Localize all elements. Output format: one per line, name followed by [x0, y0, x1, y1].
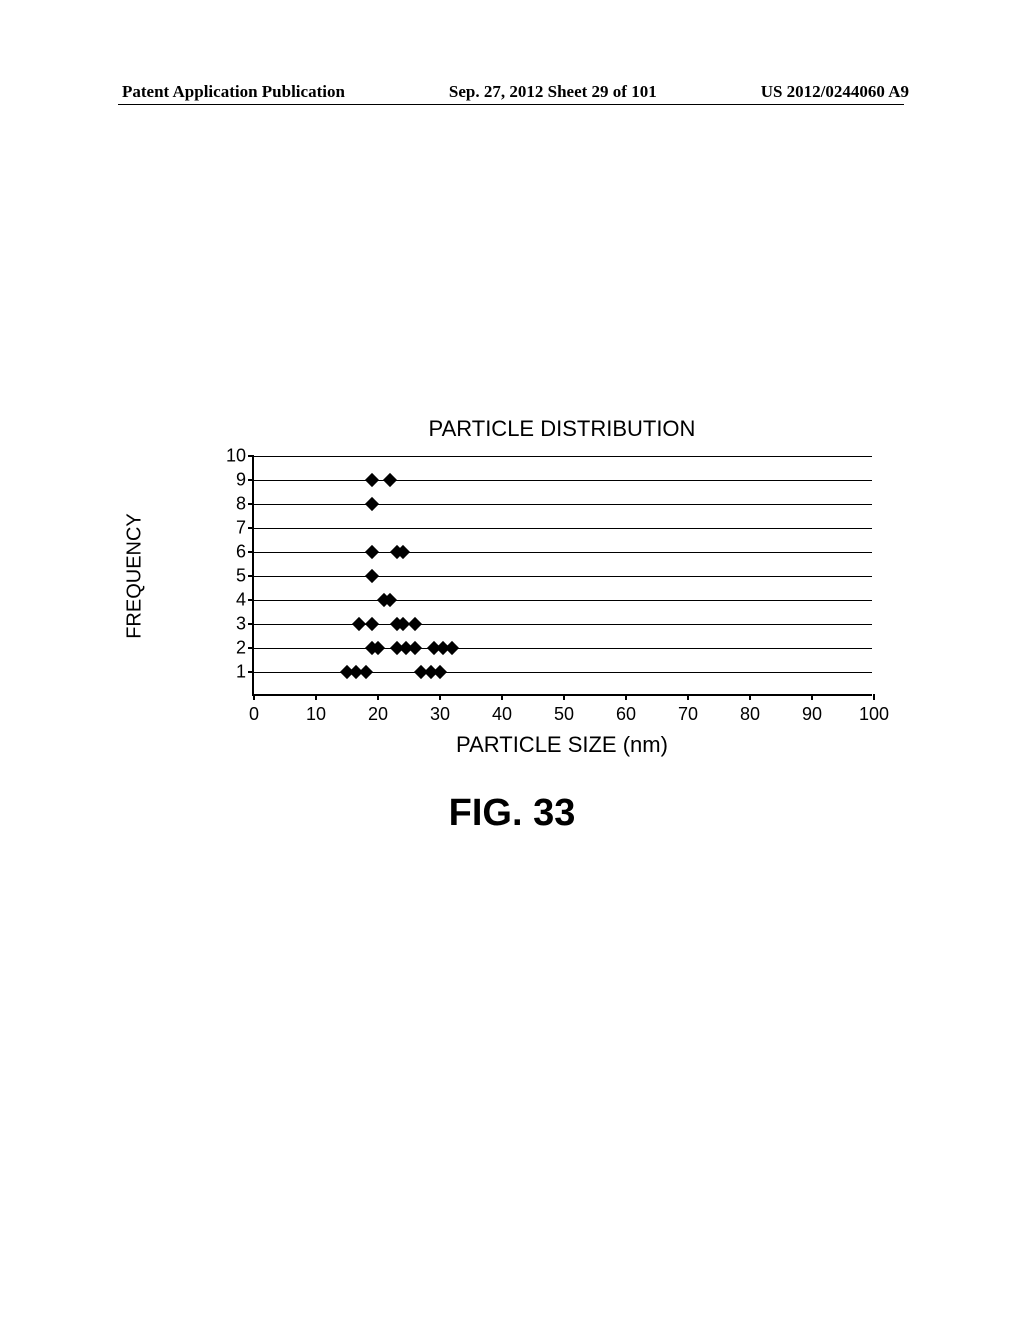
gridline [254, 624, 872, 625]
x-tick-label: 70 [678, 704, 698, 725]
y-tick [248, 647, 254, 649]
chart-title: PARTICLE DISTRIBUTION [252, 416, 872, 442]
gridline [254, 600, 872, 601]
data-marker [365, 497, 379, 511]
y-tick [248, 599, 254, 601]
x-tick-label: 60 [616, 704, 636, 725]
y-tick [248, 503, 254, 505]
data-marker [359, 665, 373, 679]
x-tick-label: 40 [492, 704, 512, 725]
y-tick-label: 10 [216, 446, 246, 467]
data-marker [365, 473, 379, 487]
y-tick [248, 527, 254, 529]
y-tick-label: 6 [216, 542, 246, 563]
x-tick [501, 694, 503, 700]
particle-distribution-chart: PARTICLE DISTRIBUTION FREQUENCY 01020304… [132, 416, 872, 758]
x-tick [687, 694, 689, 700]
x-tick-label: 30 [430, 704, 450, 725]
gridline [254, 552, 872, 553]
data-marker [365, 617, 379, 631]
x-tick-label: 100 [859, 704, 889, 725]
y-axis-label: FREQUENCY [123, 513, 146, 639]
y-tick-label: 1 [216, 662, 246, 683]
header-rule [118, 104, 904, 105]
plot-area: 010203040506070809010012345678910 [252, 456, 872, 696]
x-tick-label: 90 [802, 704, 822, 725]
x-tick [439, 694, 441, 700]
x-tick [377, 694, 379, 700]
x-tick [253, 694, 255, 700]
y-tick [248, 455, 254, 457]
y-tick [248, 479, 254, 481]
x-tick-label: 0 [249, 704, 259, 725]
data-marker [365, 569, 379, 583]
header-left: Patent Application Publication [122, 82, 345, 102]
y-tick [248, 575, 254, 577]
gridline [254, 480, 872, 481]
data-marker [365, 545, 379, 559]
x-tick [563, 694, 565, 700]
y-tick [248, 671, 254, 673]
gridline [254, 504, 872, 505]
x-tick-label: 20 [368, 704, 388, 725]
figure-caption: FIG. 33 [0, 792, 1024, 835]
x-tick [625, 694, 627, 700]
y-tick-label: 9 [216, 470, 246, 491]
y-tick-label: 5 [216, 566, 246, 587]
y-tick-label: 4 [216, 590, 246, 611]
x-tick [873, 694, 875, 700]
x-tick-label: 50 [554, 704, 574, 725]
data-marker [433, 665, 447, 679]
header-right: US 2012/0244060 A9 [761, 82, 909, 102]
data-marker [408, 617, 422, 631]
page-header: Patent Application Publication Sep. 27, … [0, 82, 1024, 102]
data-marker [445, 641, 459, 655]
header-center: Sep. 27, 2012 Sheet 29 of 101 [449, 82, 657, 102]
gridline [254, 528, 872, 529]
x-tick-label: 10 [306, 704, 326, 725]
y-tick-label: 7 [216, 518, 246, 539]
ylabel-wrap: FREQUENCY [123, 513, 146, 639]
x-tick [315, 694, 317, 700]
y-tick-label: 2 [216, 638, 246, 659]
data-marker [408, 641, 422, 655]
x-tick-label: 80 [740, 704, 760, 725]
y-tick [248, 551, 254, 553]
data-marker [383, 473, 397, 487]
y-tick-label: 3 [216, 614, 246, 635]
gridline [254, 576, 872, 577]
y-tick-label: 8 [216, 494, 246, 515]
y-tick [248, 623, 254, 625]
gridline [254, 456, 872, 457]
gridline [254, 648, 872, 649]
plot-outer: FREQUENCY 010203040506070809010012345678… [252, 456, 872, 696]
x-tick [811, 694, 813, 700]
x-axis-label: PARTICLE SIZE (nm) [252, 732, 872, 758]
x-tick [749, 694, 751, 700]
